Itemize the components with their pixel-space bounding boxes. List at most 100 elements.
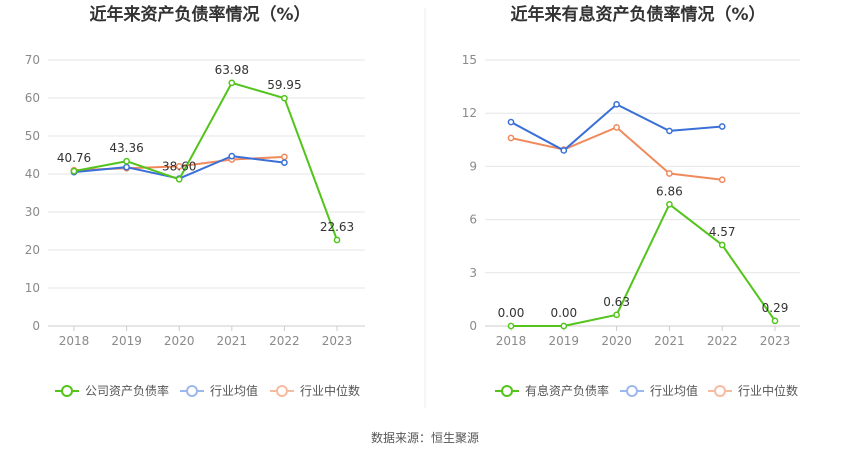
series-line xyxy=(73,81,338,241)
y-tick-label: 10 xyxy=(25,281,40,295)
legend-swatch-marker xyxy=(61,385,73,397)
x-tick-label: 2023 xyxy=(760,334,791,348)
x-tick-label: 2018 xyxy=(496,334,527,348)
data-point xyxy=(666,170,673,177)
data-label: 0.00 xyxy=(498,306,525,320)
data-point xyxy=(507,134,515,142)
y-tick-label: 0 xyxy=(469,319,477,333)
data-point xyxy=(560,147,568,154)
data-point xyxy=(228,79,236,87)
legend-label: 行业中位数 xyxy=(738,383,798,398)
x-tick-label: 2023 xyxy=(322,334,353,348)
legend-item[interactable]: 行业中位数 xyxy=(708,383,798,398)
legend-item[interactable]: 行业均值 xyxy=(620,383,698,398)
data-point xyxy=(175,163,183,170)
data-label: 4.57 xyxy=(709,225,736,239)
x-tick-label: 2021 xyxy=(654,334,685,348)
data-point xyxy=(718,176,726,184)
data-point xyxy=(613,311,620,319)
y-tick-label: 60 xyxy=(25,91,40,105)
x-tick-label: 2020 xyxy=(164,334,195,348)
legend-item[interactable]: 有息资产负债率 xyxy=(495,383,609,398)
data-point xyxy=(613,124,620,131)
data-label: 40.76 xyxy=(57,151,91,165)
y-tick-label: 30 xyxy=(25,205,40,219)
series-industry-median xyxy=(507,124,726,184)
legend-swatch-marker xyxy=(626,385,638,397)
data-point xyxy=(123,163,130,171)
x-tick-label: 2022 xyxy=(707,334,738,348)
x-tick-label: 2019 xyxy=(549,334,580,348)
data-label: 0.63 xyxy=(603,295,630,309)
y-tick-label: 20 xyxy=(25,243,40,257)
data-label: 6.86 xyxy=(656,184,683,198)
grid-lines xyxy=(48,59,365,327)
y-tick-label: 0 xyxy=(32,319,40,333)
y-tick-label: 50 xyxy=(25,129,40,143)
legend: 公司资产负债率 行业均值 行业中位数 xyxy=(55,383,360,398)
legend-label: 有息资产负债率 xyxy=(525,383,609,398)
legend-item[interactable]: 行业均值 xyxy=(180,383,258,398)
data-point xyxy=(507,118,515,126)
series-main: 0.00 0.00 0.63 6.86 4.57 0.29 xyxy=(498,184,789,330)
data-label: 0.00 xyxy=(550,306,577,320)
y-tick-label: 6 xyxy=(469,213,477,227)
y-tick-label: 3 xyxy=(469,266,477,280)
y-tick-label: 9 xyxy=(469,159,477,173)
grid-lines xyxy=(485,59,800,327)
data-label: 63.98 xyxy=(215,63,249,77)
data-label: 22.63 xyxy=(320,220,354,234)
y-tick-label: 12 xyxy=(462,106,477,120)
y-axis: 0 3 6 9 12 15 xyxy=(462,53,477,333)
series-main: 40.76 43.36 38.60 63.98 59.95 22.63 xyxy=(57,63,354,244)
data-label: 0.29 xyxy=(762,301,789,315)
data-point xyxy=(718,123,726,130)
legend-label: 行业中位数 xyxy=(300,383,360,398)
legend-label: 行业均值 xyxy=(650,383,698,398)
data-point xyxy=(666,127,673,135)
y-tick-label: 40 xyxy=(25,167,40,181)
data-point xyxy=(281,159,288,166)
x-tick-label: 2021 xyxy=(217,334,248,348)
data-point xyxy=(507,322,515,330)
x-tick-label: 2019 xyxy=(111,334,142,348)
data-point xyxy=(175,175,183,183)
source-note: 数据来源：恒生聚源 xyxy=(371,430,479,445)
legend-swatch-marker xyxy=(186,385,198,397)
legend-swatch-marker xyxy=(714,385,726,397)
data-point xyxy=(718,241,726,249)
y-tick-label: 70 xyxy=(25,53,40,67)
data-label: 38.60 xyxy=(162,159,196,173)
legend-swatch-marker xyxy=(276,385,288,397)
chart-title: 近年来有息资产负债率情况（%） xyxy=(510,4,765,25)
y-axis: 0 10 20 30 40 50 60 70 xyxy=(25,53,40,333)
data-point xyxy=(281,153,288,161)
data-point xyxy=(560,322,568,330)
chart-interest-bearing-debt-ratio: 近年来有息资产负债率情况（%） 0 3 6 9 12 15 2018 2019 2020 2021… xyxy=(462,4,800,398)
data-point xyxy=(123,157,130,165)
legend: 有息资产负债率 行业均值 行业中位数 xyxy=(495,383,798,398)
x-tick-label: 2022 xyxy=(269,334,300,348)
data-point xyxy=(228,152,236,160)
data-point xyxy=(70,167,78,175)
series-line xyxy=(511,203,776,327)
data-point xyxy=(613,100,620,108)
data-label: 59.95 xyxy=(267,78,301,92)
legend-item[interactable]: 公司资产负债率 xyxy=(55,383,169,398)
data-point xyxy=(666,200,673,208)
y-tick-label: 15 xyxy=(462,53,477,67)
x-axis: 2018 2019 2020 2021 2022 2023 xyxy=(496,326,791,348)
x-axis: 2018 2019 2020 2021 2022 2023 xyxy=(59,326,353,348)
legend-item[interactable]: 行业中位数 xyxy=(270,383,360,398)
legend-swatch-marker xyxy=(501,385,513,397)
chart-title: 近年来资产负债率情况（%） xyxy=(89,4,310,25)
series-line xyxy=(510,126,723,181)
data-point xyxy=(281,94,288,102)
chart-debt-ratio: 近年来资产负债率情况（%） 0 10 20 30 40 50 60 70 2018 2019 202… xyxy=(25,4,365,398)
legend-label: 公司资产负债率 xyxy=(85,383,169,398)
x-tick-label: 2020 xyxy=(601,334,632,348)
series-industry-mean xyxy=(507,100,726,154)
legend-label: 行业均值 xyxy=(210,383,258,398)
x-tick-label: 2018 xyxy=(59,334,90,348)
